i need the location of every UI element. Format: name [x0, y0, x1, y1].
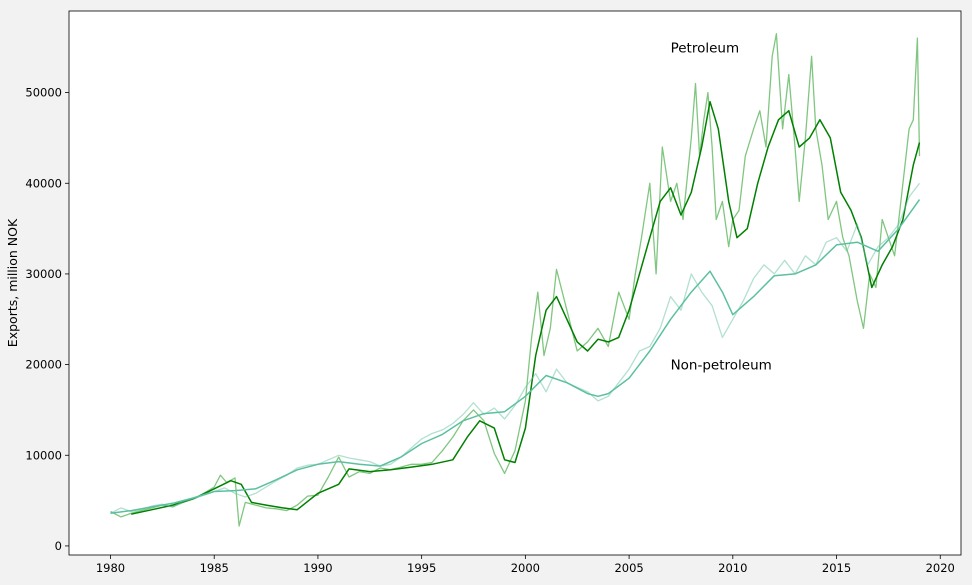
series-line-petroleum-monthly: [110, 33, 921, 527]
annotation-label: Petroleum: [671, 40, 740, 56]
x-axis: 1980 1985 1990 1995 2000 2005 2010 2015 2020: [96, 555, 955, 575]
y-tick-label: 40000: [25, 176, 62, 190]
x-tick-label: 2010: [718, 561, 747, 575]
x-tick-label: 1995: [407, 561, 436, 575]
x-tick-label: 1990: [303, 561, 332, 575]
y-axis: 0 10000 20000 30000 40000 50000: [25, 86, 69, 553]
annotations: Petroleum Non-petroleum: [671, 40, 772, 373]
y-axis-label: Exports, million NOK: [5, 218, 20, 347]
plot-background: [69, 11, 961, 555]
y-tick-label: 10000: [25, 448, 62, 462]
series-line-non-petroleum-monthly: [110, 182, 921, 514]
annotation-label: Non-petroleum: [671, 358, 772, 374]
y-tick-label: 20000: [25, 358, 62, 372]
y-tick-label: 30000: [25, 267, 62, 281]
y-tick-label: 50000: [25, 86, 62, 100]
x-tick-label: 2005: [614, 561, 643, 575]
series-layer: [110, 33, 921, 527]
y-tick-label: 0: [55, 539, 62, 553]
x-tick-label: 1985: [200, 561, 229, 575]
x-tick-label: 2020: [926, 561, 955, 575]
series-line-non-petroleum-trend: [110, 199, 921, 515]
series-line-petroleum-trend: [131, 100, 921, 515]
x-tick-label: 2015: [822, 561, 851, 575]
x-tick-label: 2000: [511, 561, 540, 575]
plot-frame: [68, 10, 962, 556]
x-tick-label: 1980: [96, 561, 125, 575]
